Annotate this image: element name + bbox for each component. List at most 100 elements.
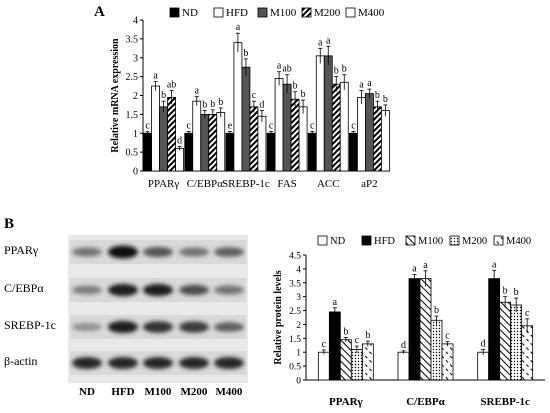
significance-letter: c	[351, 120, 356, 131]
band-ppar-m400	[214, 247, 244, 257]
category-label-acc: ACC	[317, 178, 340, 190]
category-label-ap2: aP2	[361, 178, 378, 190]
significance-letter: b	[514, 287, 519, 298]
band-c-ebp-m400	[214, 285, 244, 295]
significance-letter: a	[236, 22, 241, 33]
y-tick-label: 2	[133, 91, 138, 102]
band-ppar-hfd	[108, 245, 138, 259]
bar-nd-ppar	[317, 351, 330, 381]
band-c-ebp-hfd	[108, 283, 138, 297]
category-label-srebp-1c: SREBP-1c	[222, 178, 270, 190]
significance-letter: b	[301, 89, 306, 100]
significance-letter: c	[187, 120, 192, 131]
band-ppar-m100	[143, 246, 173, 258]
legend: ND HFD M100 M200 M400	[169, 7, 385, 19]
legend-label-hfd: HFD	[226, 7, 248, 19]
significance-letter: c	[355, 335, 360, 346]
bar-m200-ppar	[167, 96, 176, 172]
significance-letter: b	[243, 48, 248, 59]
blot-lane-label-nd: ND	[79, 386, 95, 398]
significance-letter: c	[310, 120, 315, 131]
panel-a-letter: A	[94, 4, 105, 20]
category-label-ppar: PPARγ	[148, 178, 180, 190]
significance-letter: b	[434, 305, 439, 316]
significance-letter: a	[195, 86, 200, 97]
significance-letter: b	[334, 66, 339, 77]
significance-letter: b	[210, 99, 215, 110]
significance-letter: a	[277, 61, 282, 72]
significance-letter: c	[525, 308, 530, 319]
chart-panel-b: 0 0.5 1 1.5 2 2.5 3 3.5 4 4.5 Relative protein lev…	[273, 235, 545, 408]
category-label-fas: FAS	[277, 178, 296, 190]
band-actin-m400	[214, 357, 244, 369]
bar-m400-srebp-1c	[257, 115, 267, 172]
legend-swatch-m200	[301, 7, 312, 18]
band-actin-m200	[179, 357, 209, 369]
band-ppar-nd	[72, 247, 102, 257]
bar-m400-ppar	[361, 343, 374, 381]
significance-letter: c	[269, 120, 274, 131]
bar-nd-srebp-1c	[477, 351, 490, 381]
significance-letter: ab	[282, 64, 291, 75]
bar-hfd-srebp-1c	[233, 42, 243, 172]
significance-letter: b	[375, 90, 380, 101]
bar-hfd-ppar	[151, 85, 160, 172]
legend-label-hfd: HFD	[374, 236, 395, 247]
western-blot-image	[68, 235, 248, 383]
bar-m200-c-ebp	[430, 319, 443, 381]
category-label-c-ebp: C/EBPα	[406, 396, 445, 408]
significance-letter: a	[412, 263, 417, 274]
blot-row-label-srebp-1c: SREBP-1c	[4, 318, 57, 332]
significance-letter: b	[365, 330, 370, 341]
blot-row-label-actin: β-actin	[4, 354, 38, 368]
category-label-c-ebp: C/EBPα	[187, 178, 224, 190]
y-tick-label: 2	[296, 321, 301, 331]
band-srebp-1c-m200	[179, 321, 209, 333]
bar-m100-ap2	[365, 93, 374, 172]
y-axis-label: Relative mRNA expression	[110, 38, 121, 153]
significance-letter: d	[481, 338, 486, 349]
y-axis-label: Relative protein levels	[273, 270, 284, 364]
y-tick-label: 2.5	[289, 307, 301, 317]
significance-letter: b	[343, 327, 348, 338]
significance-letter: c	[145, 121, 150, 132]
significance-letter: d	[259, 100, 264, 111]
bar-m100-c-ebp	[200, 113, 210, 172]
significance-letter: b	[503, 286, 508, 297]
y-tick-label: 1	[133, 129, 138, 140]
legend-swatch-nd	[317, 235, 328, 246]
legend-swatch-m400	[493, 235, 504, 246]
panel-b-letter: B	[4, 216, 15, 232]
bar-m400-ap2	[381, 110, 390, 172]
significance-letter: d	[177, 135, 182, 146]
significance-letter: c	[322, 339, 327, 350]
y-tick-label: 0	[296, 377, 301, 387]
legend-swatch-m100	[405, 235, 416, 246]
blot-row-label-ppar: PPARγ	[4, 243, 39, 257]
legend-label-m100: M100	[418, 236, 443, 247]
bar-m200-ap2	[373, 106, 382, 172]
y-tick-label: 1.5	[289, 335, 301, 345]
bar-hfd-fas	[274, 78, 284, 172]
bar-hfd-acc	[315, 55, 325, 172]
bar-m100-c-ebp	[419, 278, 432, 381]
legend-swatch-nd	[169, 7, 180, 18]
significance-letter: ab	[167, 80, 176, 91]
significance-letter: c	[252, 90, 257, 101]
legend-label-m200: M200	[462, 236, 487, 247]
bar-m200-ppar	[350, 349, 363, 381]
bar-nd-ap2	[349, 132, 358, 172]
bar-m400-ppar	[175, 147, 184, 172]
bar-m200-c-ebp	[208, 113, 218, 172]
significance-letter: b	[342, 64, 347, 75]
significance-letter: a	[333, 297, 338, 308]
blot-lane-label-m100: M100	[144, 386, 172, 398]
significance-letter: b	[218, 97, 223, 108]
band-srebp-1c-nd	[72, 322, 102, 332]
bar-hfd-ppar	[328, 311, 341, 381]
y-tick-label: 0.5	[126, 148, 139, 159]
y-tick-label: 1	[296, 349, 301, 359]
bar-m100-fas	[282, 83, 292, 172]
significance-letter: a	[359, 80, 364, 91]
bar-m100-srebp-1c	[499, 301, 512, 381]
